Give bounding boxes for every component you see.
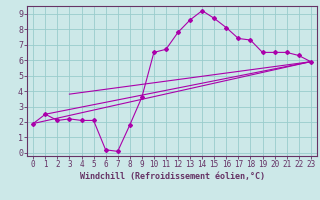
X-axis label: Windchill (Refroidissement éolien,°C): Windchill (Refroidissement éolien,°C): [79, 172, 265, 181]
